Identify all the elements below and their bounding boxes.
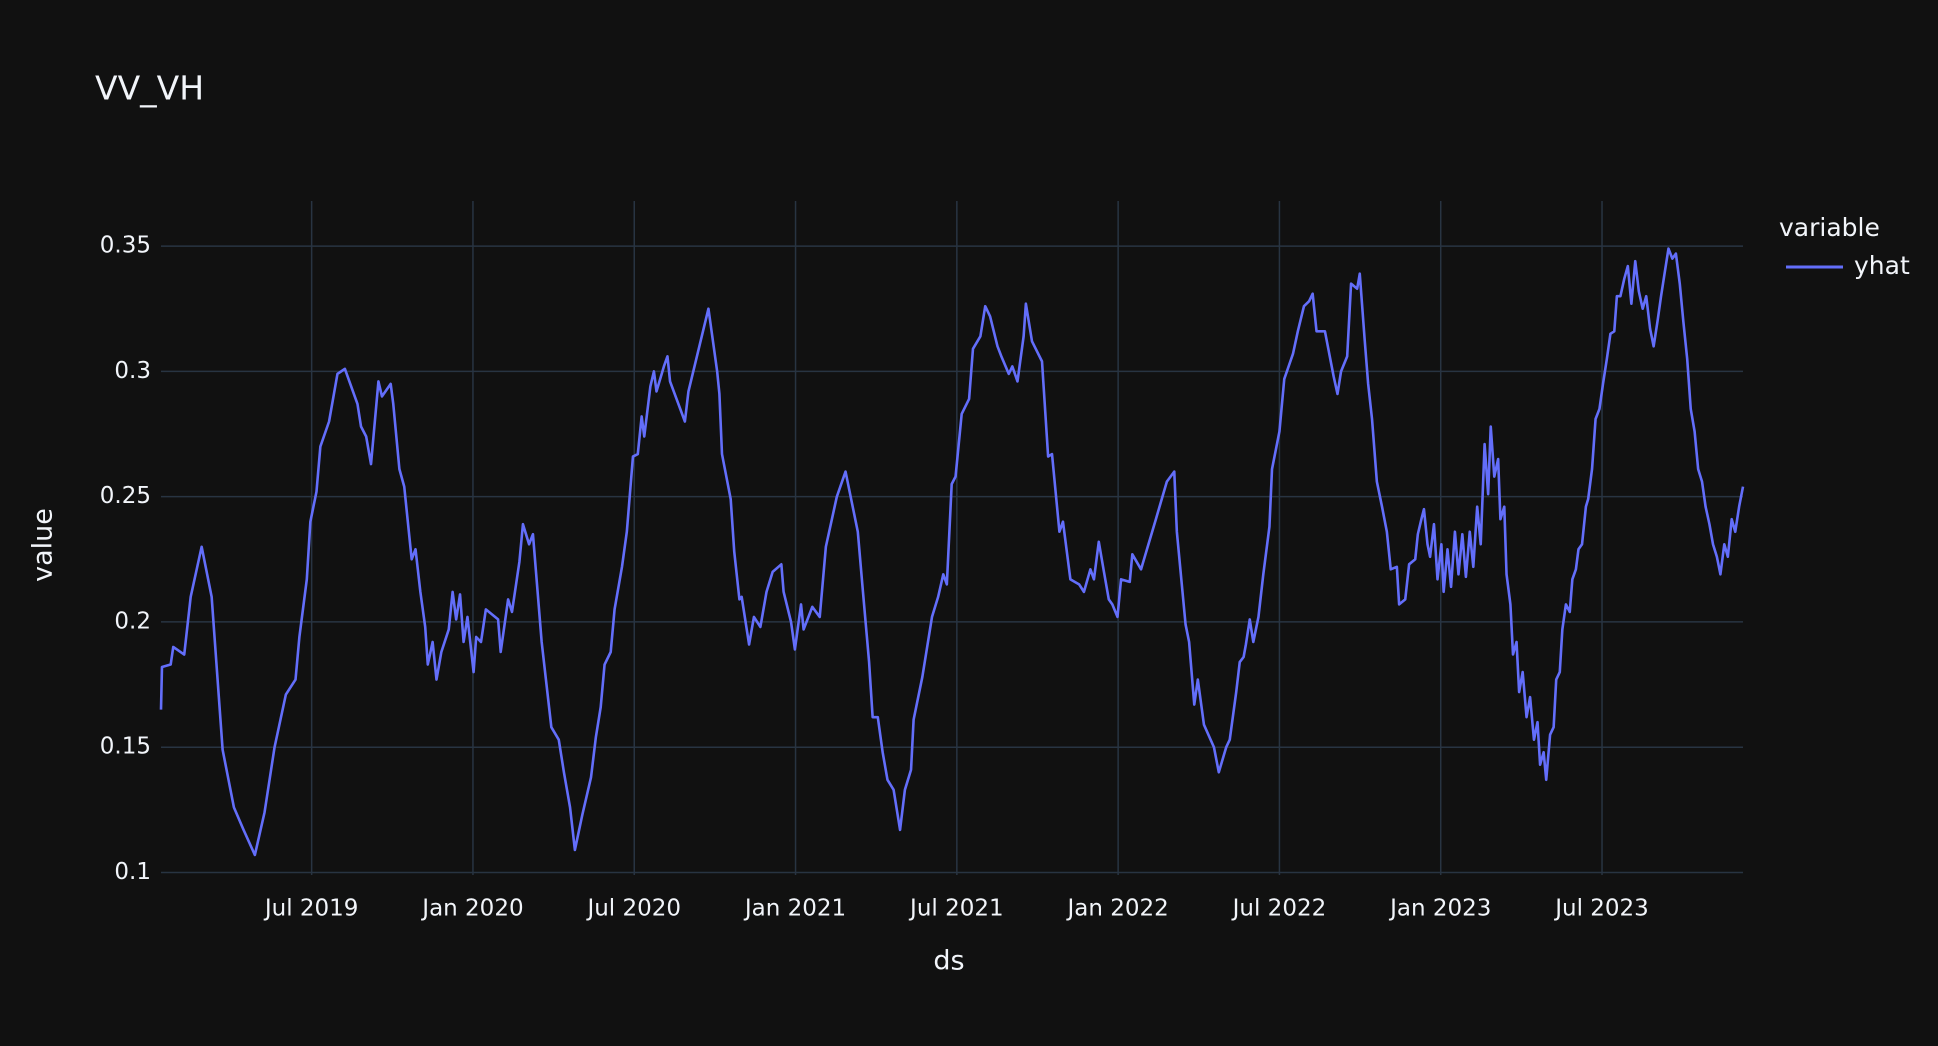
- line-series: [159, 247, 1745, 857]
- chart-title: VV_VH: [95, 69, 204, 108]
- x-axis-title: ds: [933, 946, 964, 977]
- y-tick-label: 0.35: [100, 233, 151, 259]
- y-tick-label: 0.25: [100, 483, 151, 509]
- x-tick-label: Jul 2019: [263, 896, 359, 922]
- x-tick-label: Jan 2021: [743, 896, 846, 922]
- y-tick-label: 0.15: [100, 734, 151, 760]
- x-tick-label: Jul 2020: [585, 896, 681, 922]
- x-tick-label: Jan 2022: [1065, 896, 1168, 922]
- x-tick-label: Jul 2023: [1553, 896, 1649, 922]
- y-tick-label: 0.1: [114, 859, 151, 885]
- y-axis-title: value: [28, 508, 59, 582]
- y-tick-label: 0.3: [114, 358, 151, 384]
- y-tick-label: 0.2: [114, 608, 151, 634]
- x-tick-label: Jul 2022: [1231, 896, 1327, 922]
- legend-title: variable: [1779, 213, 1880, 242]
- x-tick-label: Jan 2020: [420, 896, 523, 922]
- legend-label: yhat: [1854, 251, 1910, 280]
- x-tick-label: Jan 2023: [1388, 896, 1491, 922]
- x-tick-label: Jul 2021: [908, 896, 1004, 922]
